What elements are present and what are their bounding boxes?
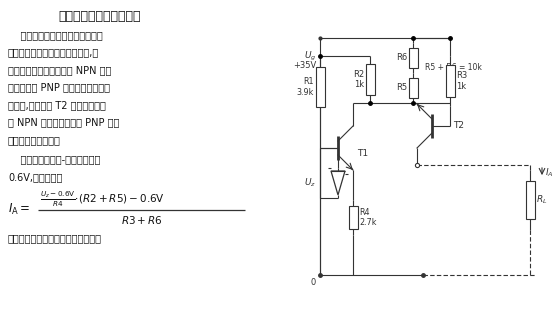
FancyBboxPatch shape <box>408 78 417 98</box>
Text: $R_L$: $R_L$ <box>536 194 547 206</box>
Text: $U_g$: $U_g$ <box>304 49 316 63</box>
Text: T1: T1 <box>357 148 368 157</box>
Text: R2
1k: R2 1k <box>353 70 364 89</box>
FancyBboxPatch shape <box>315 67 325 107</box>
Text: 负载电阻和 PNP 管的射极电阻反方: 负载电阻和 PNP 管的射极电阻反方 <box>8 83 110 93</box>
Text: R1
3.9k: R1 3.9k <box>297 77 314 97</box>
Text: 0.6V,则输出电流: 0.6V,则输出电流 <box>8 172 62 182</box>
Text: 如令硅晶体管基-射极间电压为: 如令硅晶体管基-射极间电压为 <box>8 155 100 165</box>
Text: 果通过一个线性电位器使 NPN 管的: 果通过一个线性电位器使 NPN 管的 <box>8 65 112 75</box>
FancyBboxPatch shape <box>445 65 455 97</box>
Text: R3
1k: R3 1k <box>456 71 467 91</box>
FancyBboxPatch shape <box>349 206 358 229</box>
Text: $R3 + R6$: $R3 + R6$ <box>121 213 162 225</box>
FancyBboxPatch shape <box>526 181 535 219</box>
Text: 其值随电位器触点位置不同而不同；: 其值随电位器触点位置不同而不同； <box>8 233 102 244</box>
FancyBboxPatch shape <box>365 64 374 95</box>
Text: $I_{\rm A}=$: $I_{\rm A}=$ <box>8 202 30 217</box>
Text: R5: R5 <box>396 84 407 93</box>
Text: 具有宽调节范围和恒流源: 具有宽调节范围和恒流源 <box>59 10 141 23</box>
Text: T2: T2 <box>453 121 464 131</box>
Text: +35V: +35V <box>293 61 316 70</box>
FancyBboxPatch shape <box>408 49 417 68</box>
Text: R5 + R6 = 10k: R5 + R6 = 10k <box>425 64 482 73</box>
Text: 该稳流电路负载电阻上的压降用: 该稳流电路负载电阻上的压降用 <box>8 30 103 40</box>
Text: 同 NPN 管集电极电阻与 PNP 管射: 同 NPN 管集电极电阻与 PNP 管射 <box>8 117 119 127</box>
Text: $I_A$: $I_A$ <box>545 167 554 179</box>
Text: R4
2.7k: R4 2.7k <box>359 208 377 227</box>
Text: 0: 0 <box>311 278 316 287</box>
Text: R6: R6 <box>396 54 407 63</box>
Text: $\frac{U_z - 0.6\mathrm{V}}{R4}$$\cdot (R2+R5) - 0.6\mathrm{V}$: $\frac{U_z - 0.6\mathrm{V}}{R4}$$\cdot (… <box>40 190 165 209</box>
Text: $U_z$: $U_z$ <box>304 177 316 189</box>
Text: 向改变,则晶体管 T2 的集电极电流: 向改变,则晶体管 T2 的集电极电流 <box>8 100 106 110</box>
Text: 作恒流源互补晶体管的基极偏压,如: 作恒流源互补晶体管的基极偏压,如 <box>8 48 99 58</box>
Text: 极电阻之比成比例。: 极电阻之比成比例。 <box>8 135 61 145</box>
